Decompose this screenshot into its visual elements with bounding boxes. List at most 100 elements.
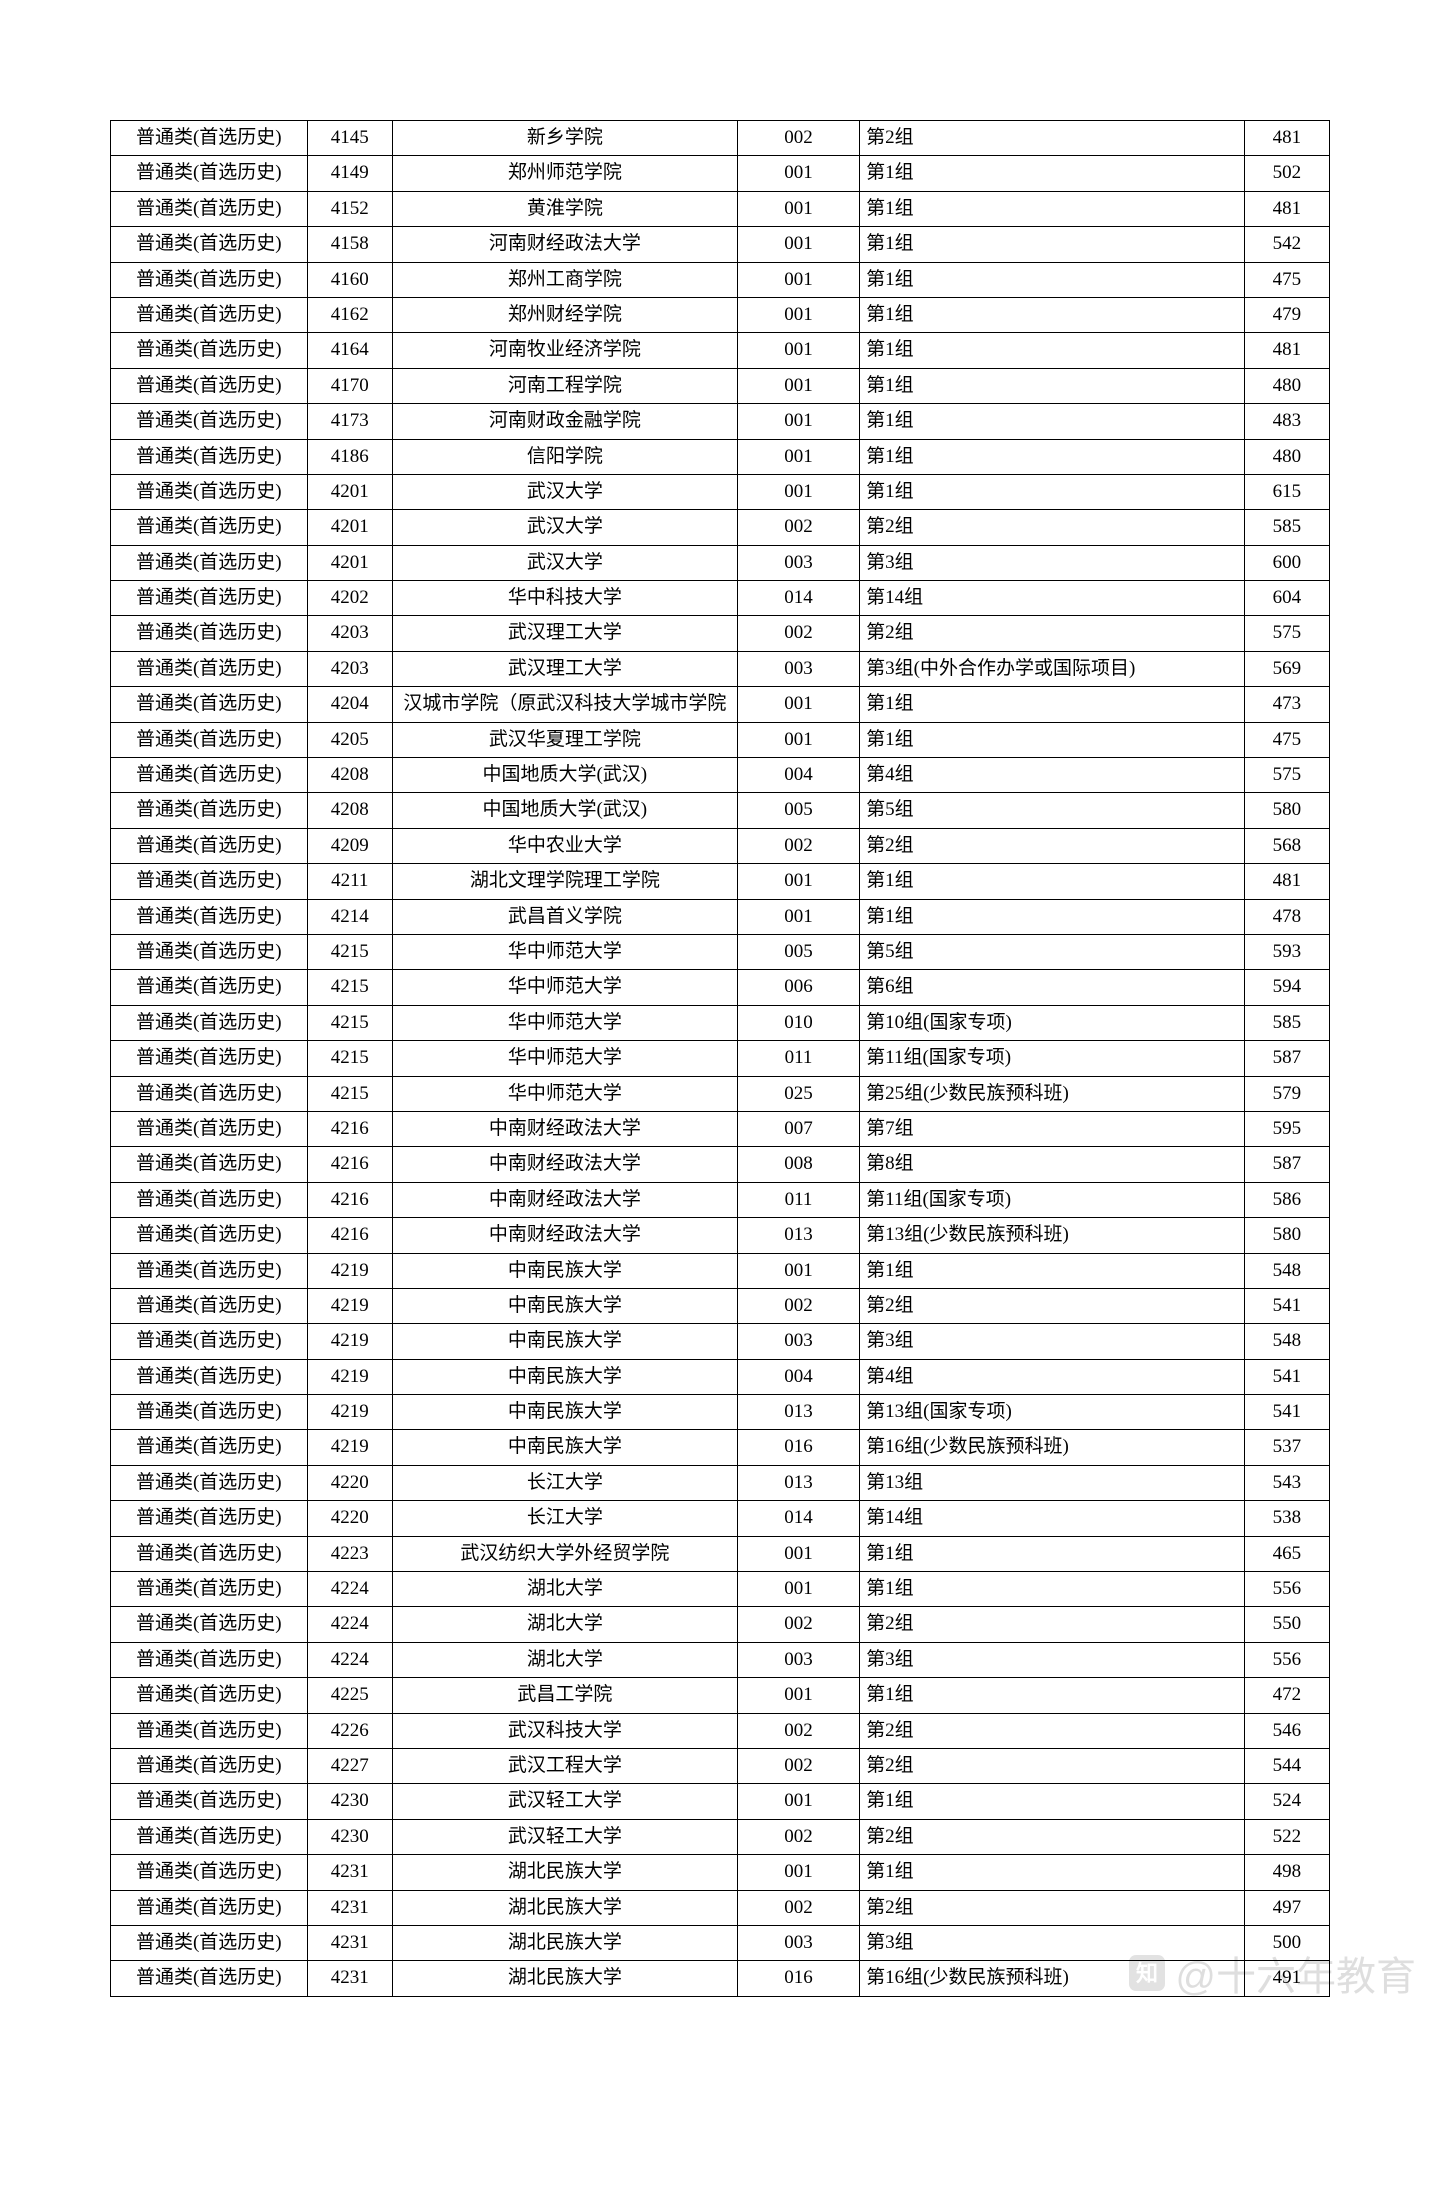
- cell-score: 587: [1244, 1147, 1329, 1182]
- table-row: 普通类(首选历史)4219中南民族大学002第2组541: [111, 1288, 1330, 1323]
- cell-name: 武汉科技大学: [392, 1713, 737, 1748]
- cell-name: 中南民族大学: [392, 1395, 737, 1430]
- cell-category: 普通类(首选历史): [111, 439, 308, 474]
- cell-gname: 第1组: [860, 1536, 1244, 1571]
- cell-name: 武汉大学: [392, 510, 737, 545]
- cell-category: 普通类(首选历史): [111, 474, 308, 509]
- cell-gname: 第4组: [860, 1359, 1244, 1394]
- cell-gname: 第2组: [860, 121, 1244, 156]
- cell-gcode: 002: [737, 1607, 859, 1642]
- cell-name: 中南民族大学: [392, 1253, 737, 1288]
- cell-code: 4145: [307, 121, 392, 156]
- cell-code: 4202: [307, 581, 392, 616]
- cell-gname: 第1组: [860, 297, 1244, 332]
- cell-gname: 第13组: [860, 1465, 1244, 1500]
- cell-gname: 第3组: [860, 1925, 1244, 1960]
- cell-name: 华中农业大学: [392, 828, 737, 863]
- cell-gcode: 001: [737, 1572, 859, 1607]
- cell-name: 河南财经政法大学: [392, 227, 737, 262]
- cell-gcode: 010: [737, 1005, 859, 1040]
- cell-score: 548: [1244, 1253, 1329, 1288]
- cell-gname: 第11组(国家专项): [860, 1041, 1244, 1076]
- cell-score: 556: [1244, 1642, 1329, 1677]
- cell-gcode: 001: [737, 722, 859, 757]
- cell-gname: 第1组: [860, 1855, 1244, 1890]
- cell-gname: 第3组(中外合作办学或国际项目): [860, 651, 1244, 686]
- cell-gcode: 013: [737, 1395, 859, 1430]
- table-row: 普通类(首选历史)4231湖北民族大学001第1组498: [111, 1855, 1330, 1890]
- cell-category: 普通类(首选历史): [111, 1253, 308, 1288]
- cell-score: 615: [1244, 474, 1329, 509]
- table-row: 普通类(首选历史)4211湖北文理学院理工学院001第1组481: [111, 864, 1330, 899]
- cell-gcode: 013: [737, 1218, 859, 1253]
- cell-code: 4186: [307, 439, 392, 474]
- cell-code: 4215: [307, 970, 392, 1005]
- cell-gcode: 011: [737, 1041, 859, 1076]
- cell-name: 华中师范大学: [392, 934, 737, 969]
- cell-category: 普通类(首选历史): [111, 1961, 308, 1996]
- cell-category: 普通类(首选历史): [111, 1147, 308, 1182]
- cell-gname: 第13组(少数民族预科班): [860, 1218, 1244, 1253]
- cell-gcode: 016: [737, 1961, 859, 1996]
- table-row: 普通类(首选历史)4230武汉轻工大学001第1组524: [111, 1784, 1330, 1819]
- cell-category: 普通类(首选历史): [111, 510, 308, 545]
- cell-code: 4219: [307, 1288, 392, 1323]
- cell-name: 湖北大学: [392, 1642, 737, 1677]
- cell-category: 普通类(首选历史): [111, 828, 308, 863]
- cell-name: 武汉理工大学: [392, 651, 737, 686]
- cell-gcode: 001: [737, 439, 859, 474]
- cell-name: 郑州师范学院: [392, 156, 737, 191]
- cell-category: 普通类(首选历史): [111, 793, 308, 828]
- cell-gname: 第2组: [860, 1288, 1244, 1323]
- table-row: 普通类(首选历史)4160郑州工商学院001第1组475: [111, 262, 1330, 297]
- cell-gname: 第1组: [860, 1253, 1244, 1288]
- cell-code: 4220: [307, 1465, 392, 1500]
- table-row: 普通类(首选历史)4215华中师范大学025第25组(少数民族预科班)579: [111, 1076, 1330, 1111]
- cell-code: 4231: [307, 1855, 392, 1890]
- table-row: 普通类(首选历史)4145新乡学院002第2组481: [111, 121, 1330, 156]
- cell-gcode: 001: [737, 1536, 859, 1571]
- cell-gname: 第1组: [860, 1784, 1244, 1819]
- cell-category: 普通类(首选历史): [111, 1501, 308, 1536]
- table-row: 普通类(首选历史)4214武昌首义学院001第1组478: [111, 899, 1330, 934]
- table-row: 普通类(首选历史)4205武汉华夏理工学院001第1组475: [111, 722, 1330, 757]
- cell-category: 普通类(首选历史): [111, 651, 308, 686]
- cell-gcode: 003: [737, 1925, 859, 1960]
- cell-score: 481: [1244, 333, 1329, 368]
- cell-gcode: 003: [737, 651, 859, 686]
- cell-name: 中南民族大学: [392, 1430, 737, 1465]
- cell-score: 543: [1244, 1465, 1329, 1500]
- cell-gcode: 001: [737, 1678, 859, 1713]
- cell-category: 普通类(首选历史): [111, 156, 308, 191]
- cell-name: 郑州财经学院: [392, 297, 737, 332]
- table-row: 普通类(首选历史)4164河南牧业经济学院001第1组481: [111, 333, 1330, 368]
- cell-code: 4215: [307, 1005, 392, 1040]
- cell-gname: 第11组(国家专项): [860, 1182, 1244, 1217]
- cell-gcode: 001: [737, 474, 859, 509]
- cell-code: 4201: [307, 510, 392, 545]
- cell-category: 普通类(首选历史): [111, 970, 308, 1005]
- cell-score: 498: [1244, 1855, 1329, 1890]
- cell-name: 武汉理工大学: [392, 616, 737, 651]
- cell-category: 普通类(首选历史): [111, 1395, 308, 1430]
- table-row: 普通类(首选历史)4224湖北大学002第2组550: [111, 1607, 1330, 1642]
- cell-score: 541: [1244, 1288, 1329, 1323]
- table-row: 普通类(首选历史)4230武汉轻工大学002第2组522: [111, 1819, 1330, 1854]
- cell-gcode: 001: [737, 404, 859, 439]
- cell-gcode: 002: [737, 1288, 859, 1323]
- cell-code: 4208: [307, 758, 392, 793]
- cell-category: 普通类(首选历史): [111, 1819, 308, 1854]
- cell-code: 4231: [307, 1961, 392, 1996]
- cell-gcode: 001: [737, 262, 859, 297]
- cell-name: 武昌工学院: [392, 1678, 737, 1713]
- cell-gname: 第2组: [860, 1890, 1244, 1925]
- cell-name: 湖北民族大学: [392, 1961, 737, 1996]
- cell-gname: 第1组: [860, 1678, 1244, 1713]
- cell-gname: 第5组: [860, 793, 1244, 828]
- cell-gcode: 001: [737, 687, 859, 722]
- cell-gcode: 005: [737, 793, 859, 828]
- cell-score: 548: [1244, 1324, 1329, 1359]
- cell-score: 480: [1244, 439, 1329, 474]
- cell-category: 普通类(首选历史): [111, 1784, 308, 1819]
- cell-name: 中国地质大学(武汉): [392, 793, 737, 828]
